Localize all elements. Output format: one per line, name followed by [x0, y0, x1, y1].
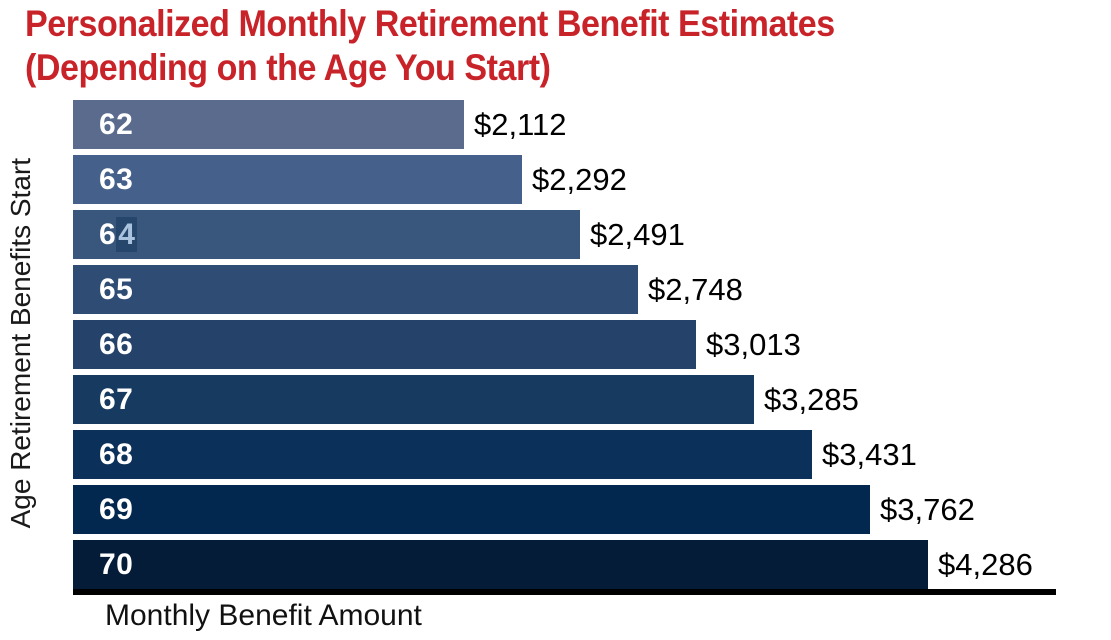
- bar-category-label: 65: [99, 272, 134, 306]
- bar-age-69: 69: [73, 485, 870, 534]
- bar-age-65: 65: [73, 265, 638, 314]
- chart-title-line1: Personalized Monthly Retirement Benefit …: [25, 3, 835, 44]
- bar-value-label: $2,491: [590, 216, 685, 252]
- bar-category-label: 67: [99, 382, 134, 416]
- chart-title-line2: (Depending on the Age You Start): [25, 47, 551, 88]
- y-axis-label: Age Retirement Benefits Start: [5, 158, 36, 529]
- bar-value-label: $2,292: [532, 161, 627, 197]
- bar-age-64: 64: [73, 210, 580, 259]
- bar-category-label: 63: [99, 162, 134, 196]
- bar-value-label: $2,112: [474, 106, 567, 142]
- bar-category-label: 69: [99, 492, 134, 526]
- bar-category-label: 62: [99, 107, 134, 141]
- bar-value-label: $2,748: [648, 271, 743, 307]
- bar-row: 70 $4,286: [73, 540, 1033, 589]
- bar-row: 69 $3,762: [73, 485, 1033, 534]
- bar-age-67: 67: [73, 375, 754, 424]
- bar-value-label: $3,285: [764, 381, 859, 417]
- bar-row: 65 $2,748: [73, 265, 1033, 314]
- bar-age-66: 66: [73, 320, 696, 369]
- bar-age-62: 62: [73, 100, 464, 149]
- bar-row: 67 $3,285: [73, 375, 1033, 424]
- bar-value-label: $3,013: [706, 326, 801, 362]
- x-axis-line: [73, 589, 1056, 595]
- bar-row: 62 $2,112: [73, 100, 1033, 149]
- bar-category-label: 66: [99, 327, 134, 361]
- bar-age-68: 68: [73, 430, 812, 479]
- bar-row: 68 $3,431: [73, 430, 1033, 479]
- bar-row: 63 $2,292: [73, 155, 1033, 204]
- chart-title: Personalized Monthly Retirement Benefit …: [25, 2, 835, 90]
- bar-row: 66 $3,013: [73, 320, 1033, 369]
- bar-age-70: 70: [73, 540, 928, 589]
- bar-value-label: $3,762: [880, 491, 975, 527]
- bar-category-label: 64: [99, 216, 138, 252]
- bar-age-63: 63: [73, 155, 522, 204]
- selection-highlight: 4: [116, 216, 138, 252]
- bars-container: 62 $2,112 63 $2,292 64 $2,491 65 $2,748 66 $3,013…: [73, 100, 1033, 595]
- bar-value-label: $3,431: [822, 436, 917, 472]
- x-axis-label: Monthly Benefit Amount: [105, 599, 422, 632]
- y-axis-label-container: Age Retirement Benefits Start: [2, 100, 40, 587]
- bar-row: 64 $2,491: [73, 210, 1033, 259]
- bar-category-label: 70: [99, 547, 134, 581]
- bar-category-label: 68: [99, 437, 134, 471]
- bar-value-label: $4,286: [938, 546, 1033, 582]
